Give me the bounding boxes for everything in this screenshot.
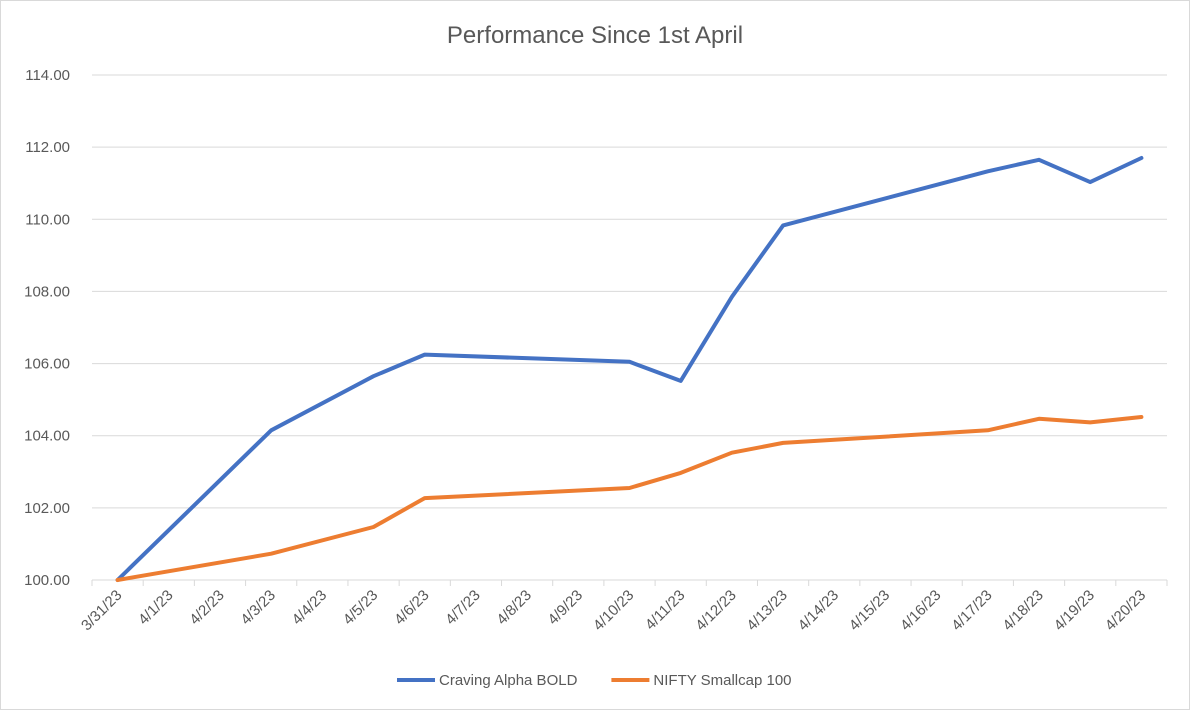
- x-tick-label: 4/20/23: [1102, 587, 1149, 634]
- x-tick-label: 4/11/23: [642, 587, 689, 634]
- y-tick-label: 102.00: [24, 500, 70, 517]
- x-tick-label: 3/31/23: [78, 587, 125, 634]
- legend: Craving Alpha BOLD NIFTY Smallcap 100: [397, 672, 792, 689]
- x-tick-label: 4/1/23: [135, 587, 177, 629]
- y-tick-label: 110.00: [25, 211, 70, 228]
- y-tick-label: 104.00: [24, 428, 70, 445]
- y-tick-label: 112.00: [25, 139, 70, 156]
- x-axis-ticks: 3/31/23 4/1/23 4/2/23 4/3/23 4/4/23 4/5/23 4/6…: [78, 580, 1168, 634]
- x-tick-label: 4/17/23: [948, 587, 995, 634]
- x-tick-label: 4/18/23: [999, 587, 1046, 634]
- y-tick-label: 100.00: [24, 572, 70, 589]
- x-tick-label: 4/9/23: [545, 587, 587, 629]
- y-tick-label: 106.00: [24, 356, 70, 373]
- y-axis-ticks: 100.00 102.00 104.00 106.00 108.00 110.00 112.…: [24, 67, 70, 589]
- legend-label: Craving Alpha BOLD: [439, 672, 578, 689]
- x-tick-label: 4/7/23: [442, 587, 484, 629]
- y-tick-label: 114.00: [25, 67, 70, 84]
- series-line-2: [115, 415, 1144, 582]
- x-tick-label: 4/15/23: [846, 587, 893, 634]
- legend-label: NIFTY Smallcap 100: [653, 672, 791, 689]
- x-tick-label: 4/14/23: [795, 587, 842, 634]
- x-tick-label: 4/13/23: [743, 587, 790, 634]
- x-tick-label: 4/4/23: [289, 587, 331, 629]
- x-tick-label: 4/3/23: [237, 587, 279, 629]
- x-tick-label: 4/2/23: [186, 587, 228, 629]
- series-line-1: [115, 156, 1144, 582]
- chart-title: Performance Since 1st April: [447, 22, 743, 49]
- y-tick-label: 108.00: [24, 283, 70, 300]
- series-lines: [115, 156, 1144, 582]
- x-tick-label: 4/16/23: [897, 587, 944, 634]
- gridlines: [92, 74, 1167, 581]
- x-tick-label: 4/8/23: [493, 587, 535, 629]
- x-tick-label: 4/12/23: [692, 587, 739, 634]
- x-tick-label: 4/19/23: [1051, 587, 1098, 634]
- x-tick-label: 4/6/23: [391, 587, 433, 629]
- x-tick-label: 4/10/23: [590, 587, 637, 634]
- x-tick-label: 4/5/23: [340, 587, 382, 629]
